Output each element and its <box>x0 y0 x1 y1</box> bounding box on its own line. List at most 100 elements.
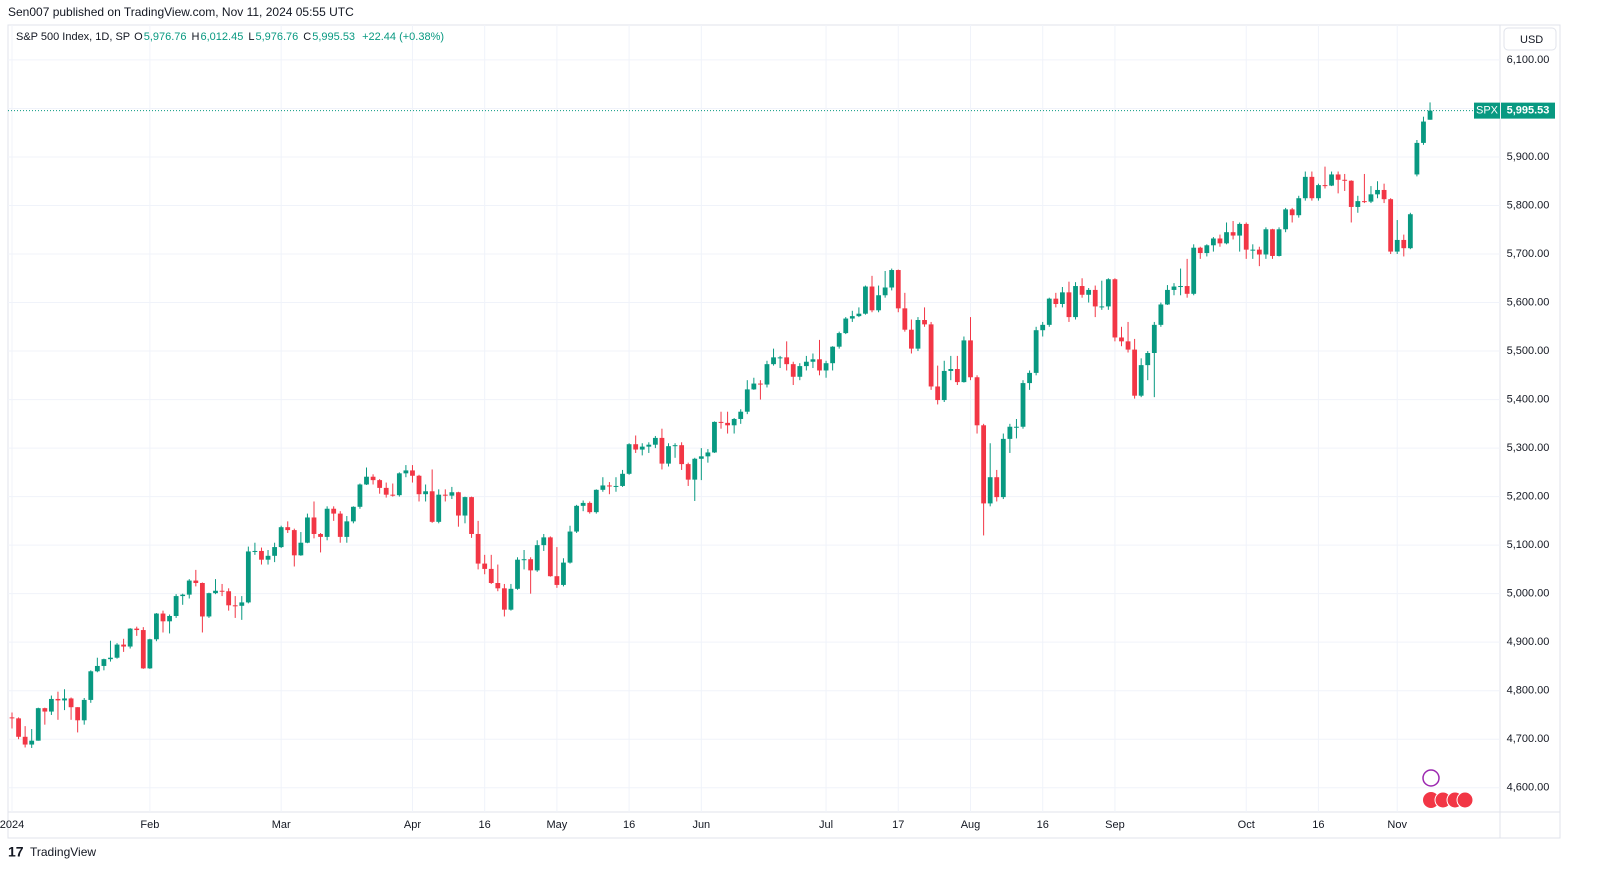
candle-body <box>856 313 862 317</box>
y-tick-label: 6,100.00 <box>1507 54 1550 66</box>
candle-body <box>81 699 87 721</box>
candle-body <box>1394 239 1400 252</box>
candle-body <box>876 295 881 311</box>
candle-body <box>672 445 678 447</box>
x-tick-label: May <box>547 819 568 831</box>
candle-body <box>869 286 875 311</box>
candle-body <box>337 513 343 537</box>
candle-body <box>29 740 35 745</box>
x-tick-label: Mar <box>272 819 291 831</box>
x-tick-label: 17 <box>892 819 904 831</box>
candle-body <box>836 333 842 347</box>
candle-body <box>987 477 993 504</box>
currency[interactable]: USD <box>1520 34 1543 46</box>
legend-value: 5,995.53 <box>312 31 355 43</box>
candle-body <box>42 708 48 712</box>
candle-body <box>587 502 593 513</box>
candle-body <box>600 485 606 490</box>
candle-body <box>626 444 632 474</box>
candle-body <box>922 320 927 325</box>
candle-body <box>1171 286 1177 290</box>
y-tick-label: 4,900.00 <box>1507 636 1550 648</box>
candle-body <box>495 582 501 589</box>
candle-body <box>1421 121 1426 143</box>
currency-button[interactable] <box>1503 27 1557 51</box>
logo-mark: 17 <box>8 844 24 860</box>
candle-body <box>403 470 409 474</box>
candle-body <box>1086 289 1092 295</box>
candle-body <box>1361 201 1367 203</box>
candle-body <box>429 491 435 522</box>
candle-body <box>1283 209 1289 230</box>
candle-body <box>528 559 534 571</box>
candle-body <box>75 707 81 721</box>
chart-title: S&P 500 Index, 1D, SP <box>16 31 130 43</box>
candle-body <box>423 491 428 495</box>
legend-value: 6,012.45 <box>201 31 244 43</box>
candle-body <box>1000 438 1006 498</box>
candle-body <box>928 324 934 387</box>
candle-body <box>1256 249 1262 255</box>
candle-body <box>777 357 783 359</box>
candle-body <box>1191 247 1197 294</box>
candle-body <box>213 590 218 594</box>
candle-body <box>508 588 514 610</box>
candle-body <box>22 736 28 745</box>
candle-body <box>1040 324 1046 331</box>
candle-body <box>961 340 967 383</box>
legend-change: +22.44 (+0.38%) <box>362 31 444 43</box>
candle-body <box>396 473 402 496</box>
y-tick-label: 5,300.00 <box>1507 442 1550 454</box>
candle-body <box>1224 232 1229 244</box>
candle-body <box>370 476 376 481</box>
legend-key: O <box>134 31 143 43</box>
candle-body <box>593 489 599 513</box>
legend-key: C <box>303 31 311 43</box>
legend-key: H <box>192 31 200 43</box>
candle-body <box>659 437 665 464</box>
icon[interactable] <box>1422 769 1440 787</box>
icon[interactable] <box>1456 791 1474 809</box>
icon[interactable] <box>1423 792 1439 808</box>
candle-body <box>390 494 396 496</box>
candle-body <box>1033 330 1039 373</box>
candle-body <box>1335 174 1341 180</box>
candle-body <box>744 389 750 412</box>
x-tick-label: Jun <box>692 819 710 831</box>
chart-frame <box>7 24 1561 839</box>
candle-body <box>160 613 166 622</box>
candle-body <box>1230 232 1236 236</box>
publisher-line: Sen007 published on TradingView.com, Nov… <box>8 5 354 19</box>
candle-body <box>607 485 612 487</box>
candle-body <box>1263 229 1269 255</box>
candle-body <box>823 363 829 371</box>
x-tick-label: Jul <box>819 819 833 831</box>
ohlc-legend: S&P 500 Index, 1D, SP O 5,976.76 H 6,012.45… <box>16 31 444 43</box>
candle-body <box>1197 247 1203 254</box>
symbol-label: SPX <box>1476 105 1499 117</box>
candle-body <box>298 542 304 556</box>
candle-body <box>305 517 310 543</box>
candle-body <box>311 517 317 534</box>
candle-body <box>1112 279 1118 338</box>
candle-body <box>88 671 94 700</box>
candle-body <box>797 366 803 377</box>
candle-body <box>698 456 704 459</box>
candle-body <box>449 492 455 496</box>
x-tick-label: Nov <box>1387 819 1407 831</box>
candle-body <box>252 550 258 552</box>
candle-body <box>784 357 790 365</box>
candle-body <box>291 530 297 556</box>
y-tick-label: 5,100.00 <box>1507 539 1550 551</box>
x-tick-label: Sep <box>1105 819 1125 831</box>
candle-body <box>889 270 895 288</box>
candle-body <box>692 458 698 480</box>
candle-body <box>462 497 468 516</box>
candle-body <box>948 369 954 371</box>
candle-body <box>1066 292 1072 318</box>
candle-body <box>725 422 730 426</box>
candle-body <box>501 588 507 610</box>
candle-body <box>114 644 120 658</box>
candle-body <box>206 593 212 617</box>
candle-body <box>994 477 1000 498</box>
